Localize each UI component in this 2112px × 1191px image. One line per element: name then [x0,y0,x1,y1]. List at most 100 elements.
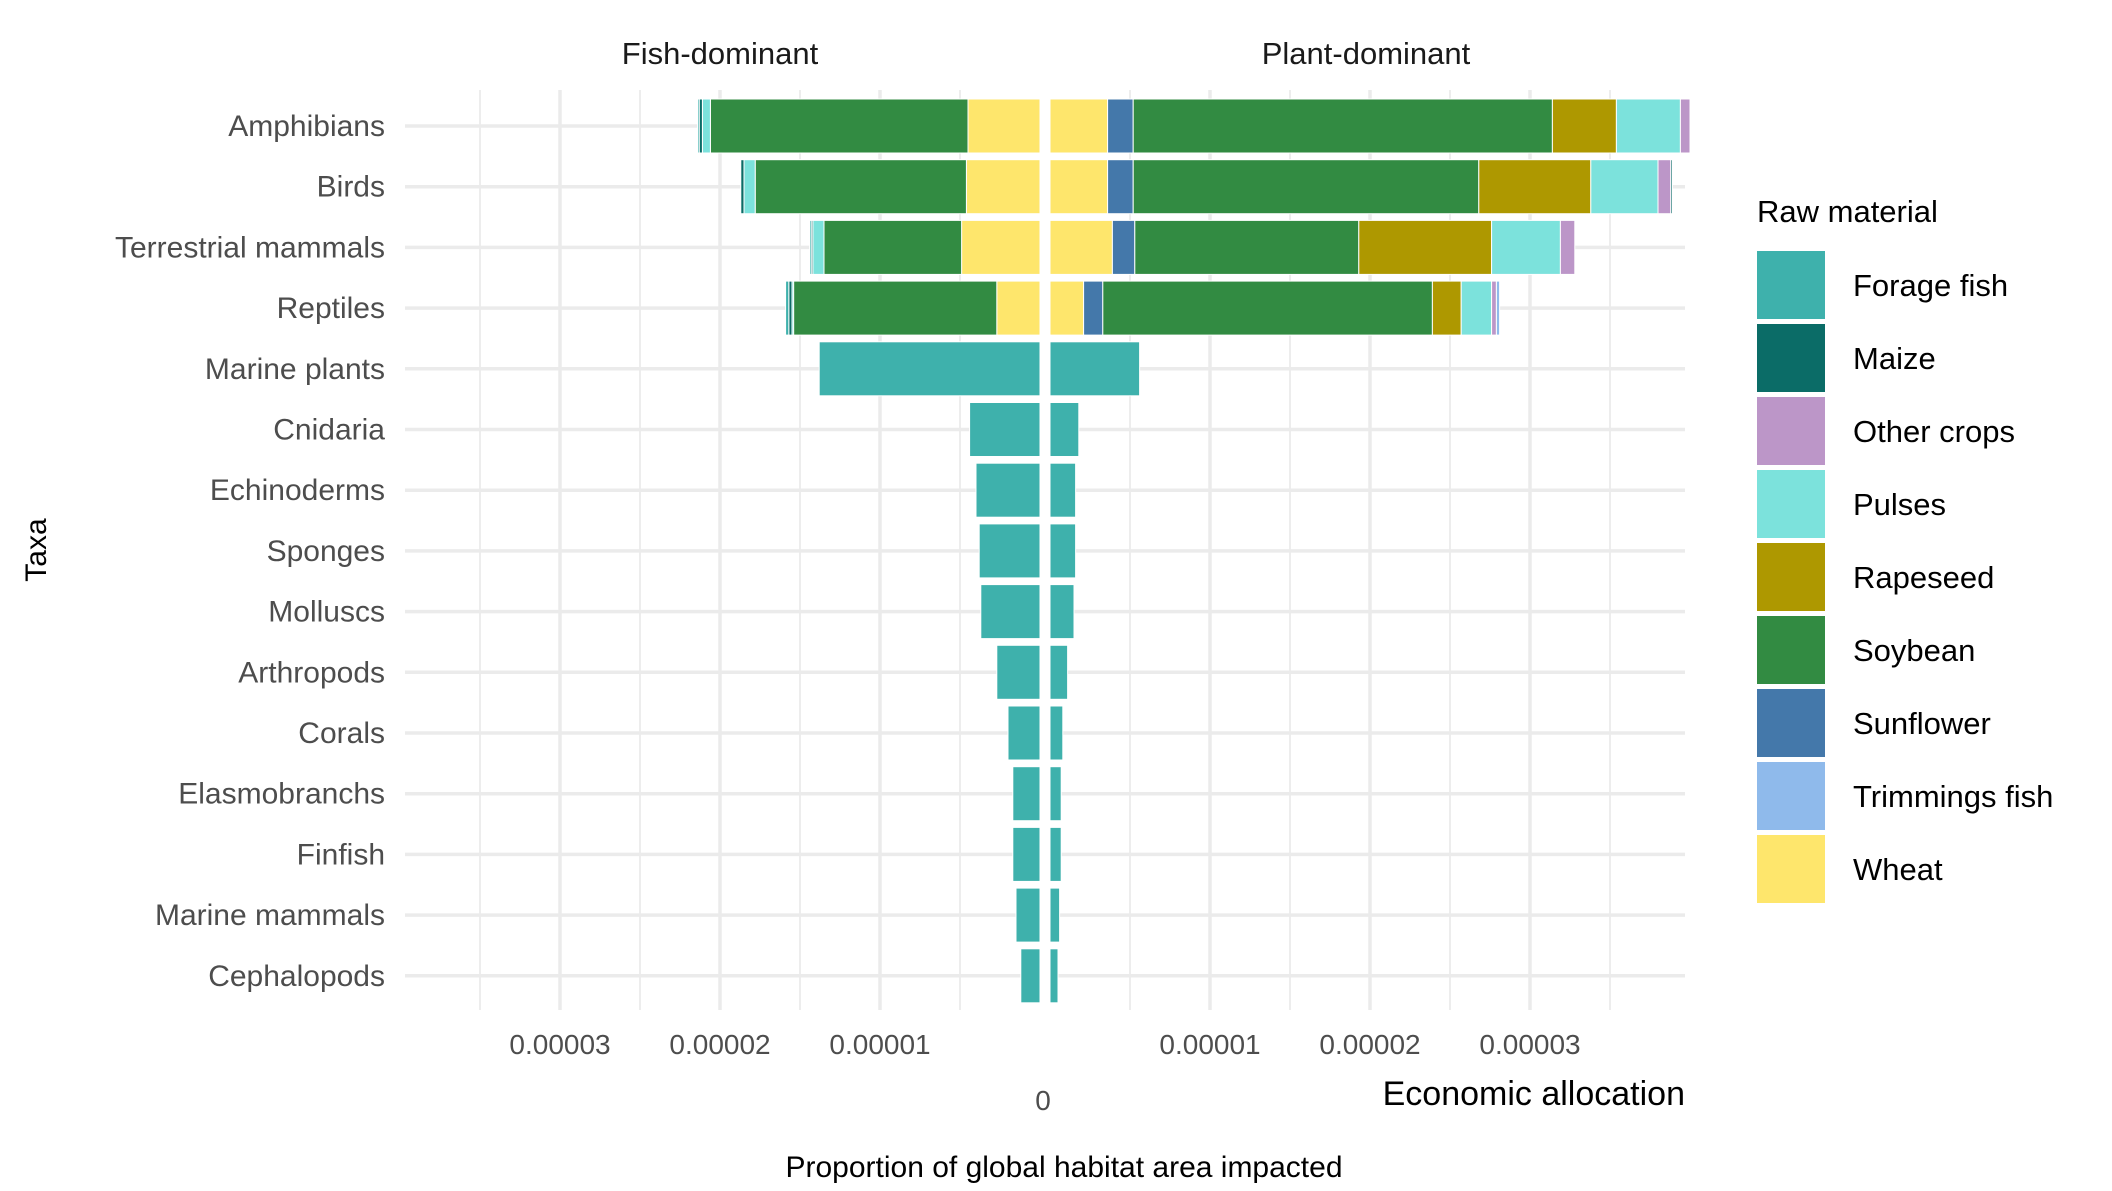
bar-fish-amphibians-soybean [709,98,969,154]
bar-plant-reptiles-rapeseed [1431,280,1462,336]
x-tick-label-right: 0.00003 [1479,1029,1580,1060]
bar-fish-marine-plants-forage-fish [818,341,1041,397]
legend-swatch [1757,251,1825,319]
y-tick-labels: Amphibians Birds Terrestrial mammals Reptil… [115,110,385,993]
bar-fish-amphibians-wheat [967,98,1041,154]
bar-plant-echinoderms-forage-fish [1049,462,1077,518]
legend: Raw material Forage fish Maize Other crops… [1757,194,2053,903]
bar-fish-birds-wheat [965,159,1041,215]
bar-fish-amphibians-forage-fish [697,98,700,154]
x-tick-label-left: 0.00003 [509,1029,610,1060]
bar-plant-marine-plants-forage-fish [1049,341,1141,397]
bar-plant-amphibians-rapeseed [1551,98,1617,154]
legend-swatch [1757,835,1825,903]
bar-plant-birds-other-crops [1657,159,1672,215]
legend-label: Rapeseed [1853,560,1994,595]
legend-swatch [1757,762,1825,830]
bar-plant-amphibians-wheat [1049,98,1109,154]
y-tick-label: Reptiles [277,292,385,325]
bar-fish-cnidaria-forage-fish [969,402,1041,457]
legend-label: Other crops [1853,414,2015,449]
facet-label-right: Plant-dominant [1262,36,1471,71]
x-tick-label-left: 0.00001 [829,1029,930,1060]
bar-plant-elasmobranchs-forage-fish [1049,766,1062,822]
x-tick-label-right: 0.00002 [1319,1029,1420,1060]
legend-label: Maize [1853,341,1936,376]
legend-label: Forage fish [1853,268,2008,303]
bar-plant-terrestrial-mammals-other-crops [1559,219,1576,275]
legend-swatch [1757,470,1825,538]
legend-label: Trimmings fish [1853,779,2053,814]
bar-fish-terrestrial-mammals-pulses [812,219,825,275]
y-tick-label: Cephalopods [208,960,385,993]
y-tick-label: Molluscs [268,596,385,629]
y-tick-label: Birds [317,171,385,204]
bar-plant-reptiles-pulses [1460,280,1493,336]
bar-plant-arthropods-forage-fish [1049,644,1069,700]
y-tick-label: Sponges [267,535,385,568]
bar-plant-birds-soybean [1132,159,1480,215]
bar-fish-birds-soybean [754,159,967,215]
x-axis-title: Proportion of global habitat area impact… [785,1151,1342,1184]
bar-plant-birds-pulses [1590,159,1659,215]
bar-fish-reptiles-soybean [793,280,998,336]
legend-label: Wheat [1853,852,1943,887]
bar-fish-arthropods-forage-fish [996,644,1041,700]
bar-plant-cephalopods-forage-fish [1049,948,1059,1004]
bar-plant-birds-maize [1670,159,1673,215]
legend-label: Soybean [1853,633,1975,668]
bars [697,98,1691,1004]
bar-plant-terrestrial-mammals-wheat [1049,219,1113,275]
bar-fish-terrestrial-mammals-soybean [823,219,963,275]
bar-fish-marine-mammals-forage-fish [1015,887,1041,943]
bar-plant-reptiles-other-crops [1491,280,1497,336]
y-tick-label: Marine plants [205,353,385,386]
bar-fish-reptiles-forage-fish [785,280,790,336]
y-tick-label: Echinoderms [210,474,385,507]
bar-plant-amphibians-other-crops [1679,98,1691,154]
bar-plant-terrestrial-mammals-soybean [1134,219,1360,275]
bar-plant-marine-mammals-forage-fish [1049,887,1061,943]
y-tick-label: Terrestrial mammals [115,231,385,264]
bar-plant-reptiles-wheat [1049,280,1085,336]
bar-plant-cnidaria-forage-fish [1049,402,1080,457]
bar-plant-terrestrial-mammals-pulses [1491,219,1561,275]
y-tick-label: Arthropods [238,656,385,689]
bar-fish-cephalopods-forage-fish [1020,948,1041,1004]
bar-plant-finfish-forage-fish [1049,826,1062,882]
bar-fish-corals-forage-fish [1007,705,1041,761]
bar-plant-amphibians-soybean [1132,98,1553,154]
legend-swatch [1757,543,1825,611]
x-tick-label-left: 0.00002 [669,1029,770,1060]
bar-plant-corals-forage-fish [1049,705,1064,761]
y-tick-label: Corals [298,717,385,750]
x-tick-labels: 0.00003 0.00002 0.00001 0.00001 0.00002 0.000… [509,1029,1580,1060]
legend-swatch [1757,689,1825,757]
legend-swatch [1757,616,1825,684]
y-tick-label: Cnidaria [273,414,385,447]
legend-swatch [1757,324,1825,392]
bar-fish-birds-maize [740,159,745,215]
y-axis-title: Taxa [20,518,53,582]
bar-plant-reptiles-soybean [1102,280,1433,336]
y-tick-label: Amphibians [228,110,385,143]
bar-plant-terrestrial-mammals-rapeseed [1358,219,1493,275]
legend-label: Sunflower [1853,706,1991,741]
bar-fish-birds-pulses [743,159,756,215]
bar-plant-amphibians-sunflower [1107,98,1134,154]
bar-plant-birds-rapeseed [1478,159,1592,215]
bar-fish-terrestrial-mammals-wheat [961,219,1041,275]
x-tick-label-right: 0.00001 [1159,1029,1260,1060]
bar-fish-molluscs-forage-fish [980,584,1041,640]
bar-fish-echinoderms-forage-fish [975,462,1041,518]
bar-fish-finfish-forage-fish [1012,826,1041,882]
bar-plant-birds-sunflower [1107,159,1134,215]
bar-plant-reptiles-sunflower [1083,280,1104,336]
facet-label-left: Fish-dominant [622,36,819,71]
y-tick-label: Finfish [297,838,385,871]
legend-title: Raw material [1757,194,1938,229]
zero-label: 0 [1035,1085,1051,1116]
corner-label: Economic allocation [1383,1075,1685,1113]
y-tick-label: Marine mammals [155,899,385,932]
